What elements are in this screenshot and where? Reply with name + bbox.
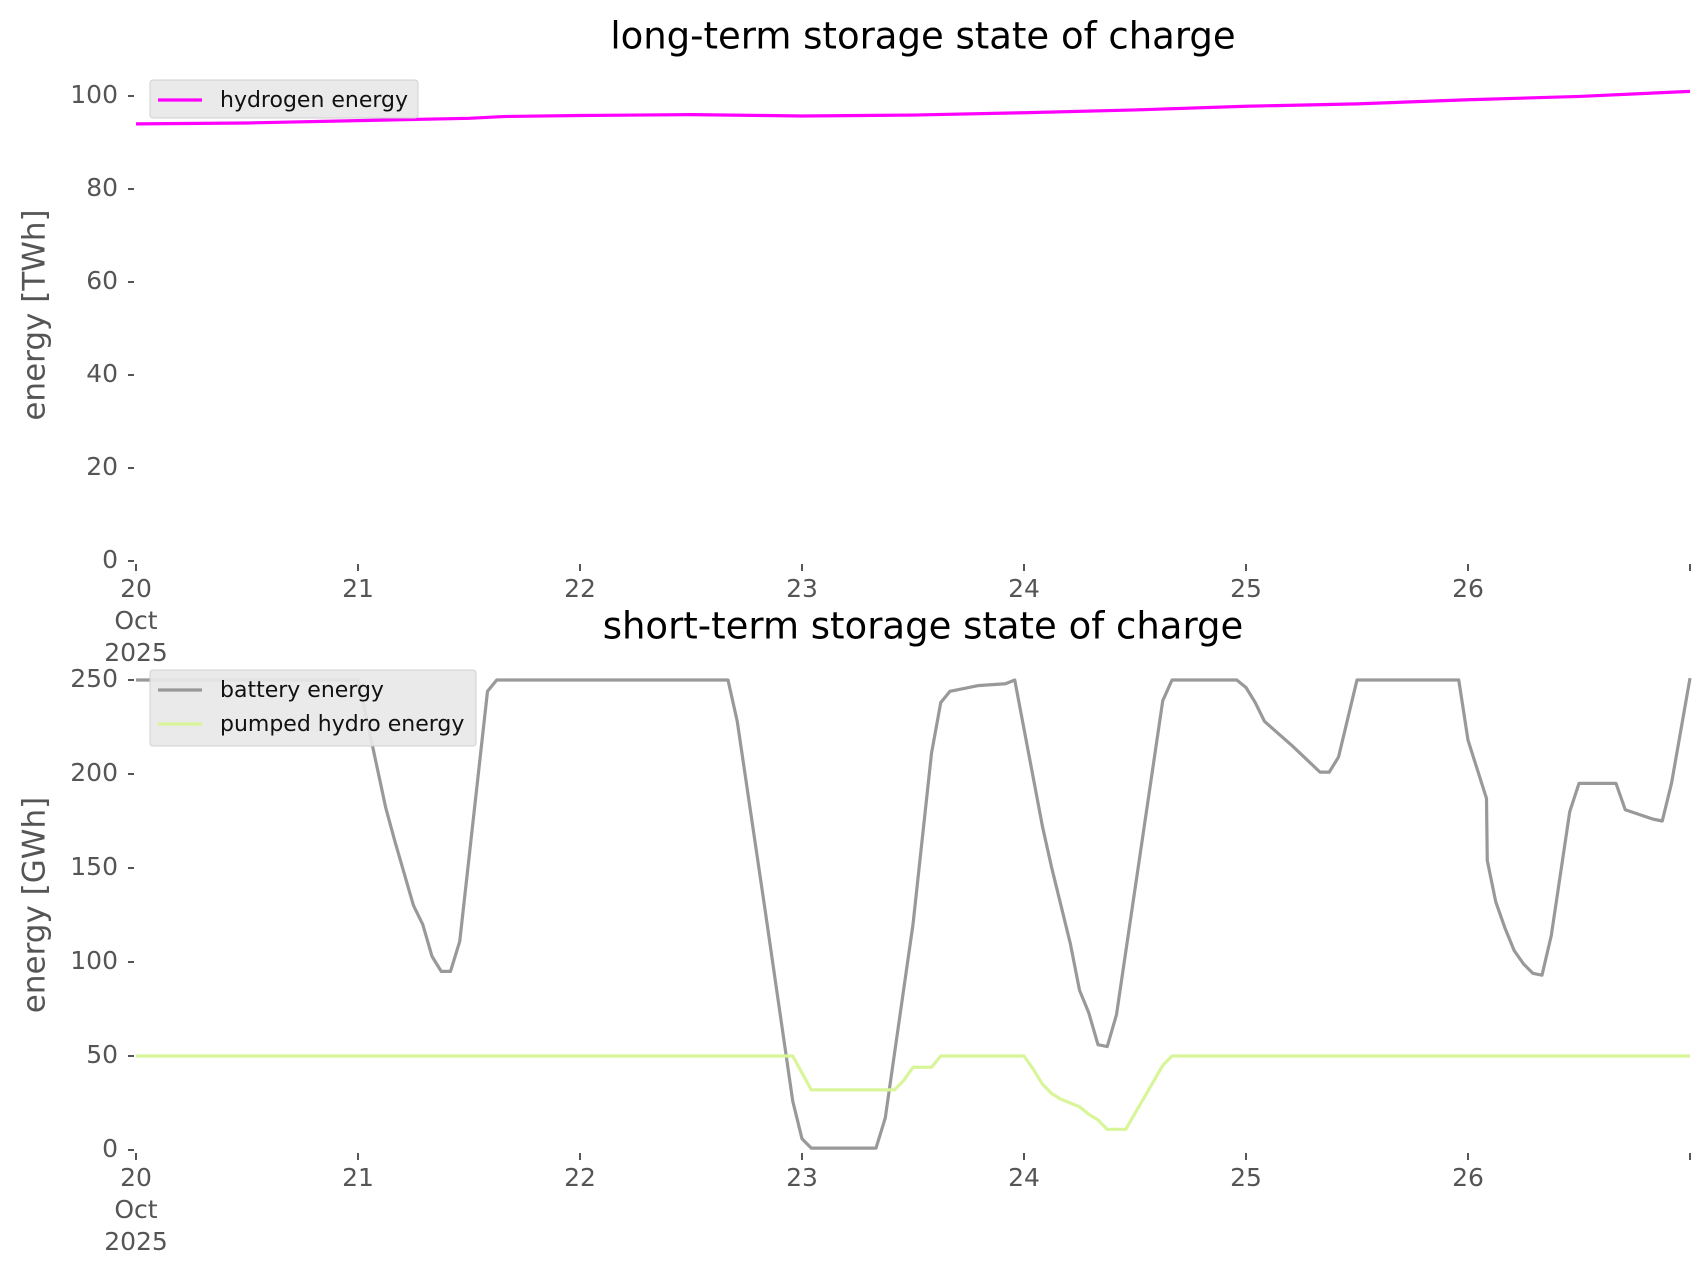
x-tick-label: 20 Oct 2025 [104, 574, 168, 667]
y-tick-label: 20 [86, 452, 118, 481]
y-tick-label: 80 [86, 173, 118, 202]
chart-title: short-term storage state of charge [603, 605, 1244, 648]
x-tick-label: 24 [1008, 574, 1040, 603]
y-tick-label: 50 [86, 1040, 118, 1069]
y-tick-label: 200 [70, 758, 118, 787]
x-tick-label: 21 [342, 1163, 374, 1192]
x-tick-label: 24 [1008, 1163, 1040, 1192]
x-tick-label: 25 [1230, 1163, 1262, 1192]
x-tick-label: 25 [1230, 574, 1262, 603]
series-line-pumped-hydro-energy [136, 1054, 1690, 1131]
x-tick-label: 22 [564, 1163, 596, 1192]
series-line-battery-energy [136, 677, 1692, 1150]
y-axis-label: energy [GWh] [17, 797, 53, 1013]
x-tick-label: 20 Oct 2025 [104, 1163, 168, 1256]
legend-box [149, 669, 477, 747]
legend: battery energy pumped hydro energy [149, 669, 477, 747]
legend-box [149, 79, 419, 119]
x-tick-label: 26 [1452, 574, 1484, 603]
y-axis-label: energy [TWh] [17, 209, 53, 420]
x-tick-label: 22 [564, 574, 596, 603]
y-tick-label: 40 [86, 359, 118, 388]
y-tick-label: 100 [70, 80, 118, 109]
x-tick-label: 21 [342, 574, 374, 603]
legend-entry: battery energy [220, 678, 384, 703]
y-tick-label: 60 [86, 266, 118, 295]
y-tick-label: 100 [70, 946, 118, 975]
short-term-storage-chart: short-term storage state of charge energy… [17, 605, 1692, 1256]
y-tick-label: 250 [70, 664, 118, 693]
legend-entry: pumped hydro energy [220, 712, 464, 737]
legend-entry: hydrogen energy [220, 88, 408, 113]
x-tick-label: 23 [786, 574, 818, 603]
y-tick-label: 0 [102, 545, 118, 574]
legend: hydrogen energy [149, 79, 419, 119]
x-tick-label: 23 [786, 1163, 818, 1192]
x-tick-label: 26 [1452, 1163, 1484, 1192]
y-tick-label: 0 [102, 1134, 118, 1163]
chart-title: long-term storage state of charge [610, 15, 1235, 58]
long-term-storage-chart: long-term storage state of charge energy … [17, 15, 1691, 667]
series-line-hydrogen-energy [135, 89, 1691, 126]
y-tick-label: 150 [70, 852, 118, 881]
